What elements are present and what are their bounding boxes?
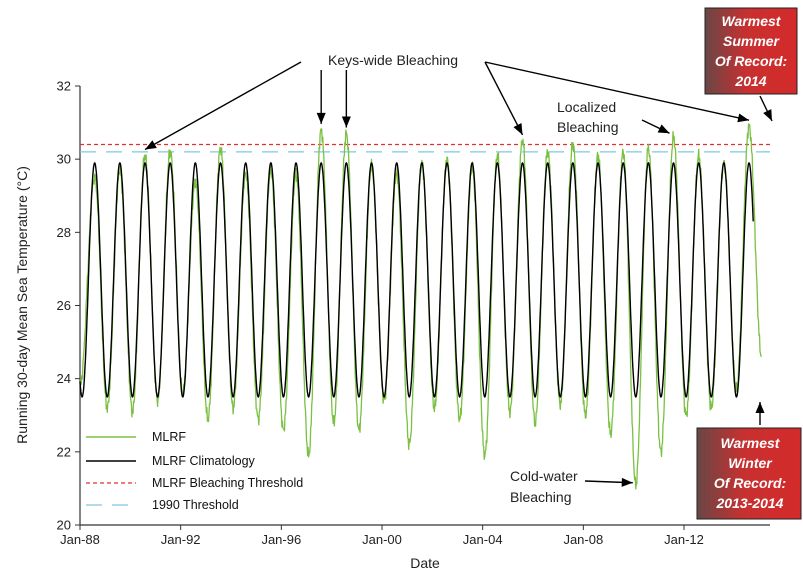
- annotation-arrow-head: [763, 109, 772, 121]
- series-mlrf-climatology: [79, 162, 754, 398]
- y-tick-label: 28: [57, 225, 71, 240]
- callout-summer: Warmest Summer Of Record: 2014: [704, 7, 798, 95]
- y-tick-label: 30: [57, 152, 71, 167]
- y-tick-label: 32: [57, 79, 71, 94]
- annotation-cold-water-bleaching-line2: Bleaching: [510, 489, 572, 505]
- annotation-arrow-head: [755, 402, 765, 413]
- callout-summer-line1: Warmest: [722, 13, 782, 29]
- y-tick-label: 20: [57, 518, 71, 533]
- x-tick-label: Jan-12: [664, 532, 704, 547]
- series-layer: [79, 123, 770, 490]
- callout-summer-line2: Summer: [723, 33, 781, 49]
- annotation-arrow-shaft: [484, 61, 750, 121]
- callout-winter: Warmest Winter Of Record: 2013-2014: [696, 427, 802, 520]
- x-tick-label: Jan-96: [261, 532, 301, 547]
- annotation-arrow-shaft: [484, 61, 524, 136]
- x-ticks: Jan-88 Jan-92 Jan-96 Jan-00 Jan-04 Jan-08 Jan-…: [60, 525, 704, 547]
- annotation-arrow-head: [621, 477, 633, 487]
- x-tick-label: Jan-88: [60, 532, 100, 547]
- callout-winter-line3: Of Record:: [714, 475, 786, 491]
- annotation-arrow-head: [316, 112, 326, 124]
- callout-winter-line4: 2013-2014: [716, 495, 784, 511]
- callout-winter-line2: Winter: [728, 455, 773, 471]
- x-tick-label: Jan-08: [563, 532, 603, 547]
- x-tick-label: Jan-00: [362, 532, 402, 547]
- x-tick-label: Jan-04: [463, 532, 503, 547]
- legend-label-1990-threshold: 1990 Threshold: [152, 498, 239, 512]
- y-tick-label: 22: [57, 444, 71, 459]
- annotations: Keys-wide Bleaching Localized Bleaching …: [144, 52, 773, 505]
- annotation-localized-bleaching-line2: Bleaching: [557, 119, 619, 135]
- callout-winter-box: [696, 427, 802, 520]
- legend: MLRF MLRF Climatology MLRF Bleaching Thr…: [86, 430, 303, 512]
- callout-summer-box: [704, 7, 798, 95]
- annotation-arrows: [144, 61, 773, 487]
- annotation-arrow-head: [657, 124, 670, 134]
- annotation-arrow-head: [145, 140, 157, 150]
- legend-label-mlrf: MLRF: [152, 430, 186, 444]
- x-tick-label: Jan-92: [161, 532, 201, 547]
- annotation-arrow-head: [737, 113, 750, 123]
- x-axis-title: Date: [410, 555, 440, 571]
- legend-label-mlrf-climatology: MLRF Climatology: [152, 454, 256, 468]
- annotation-arrow-shaft: [144, 61, 302, 151]
- legend-label-mlrf-bleaching-threshold: MLRF Bleaching Threshold: [152, 476, 303, 490]
- y-ticks: 20 22 24 26 28 30 32: [57, 79, 80, 533]
- callout-summer-line4: 2014: [734, 73, 766, 89]
- y-tick-label: 26: [57, 298, 71, 313]
- annotation-keys-wide-bleaching: Keys-wide Bleaching: [328, 52, 458, 68]
- annotation-cold-water-bleaching-line1: Cold-water: [510, 468, 578, 484]
- y-axis-title: Running 30-day Mean Sea Temperature (°C): [14, 166, 30, 444]
- annotation-localized-bleaching-line1: Localized: [557, 99, 616, 115]
- y-tick-label: 24: [57, 371, 71, 386]
- series-mlrf: [79, 123, 762, 490]
- annotation-arrow-head: [513, 123, 523, 135]
- callout-summer-line3: Of Record:: [715, 53, 787, 69]
- annotation-arrow-head: [341, 116, 351, 128]
- callout-winter-line1: Warmest: [721, 435, 781, 451]
